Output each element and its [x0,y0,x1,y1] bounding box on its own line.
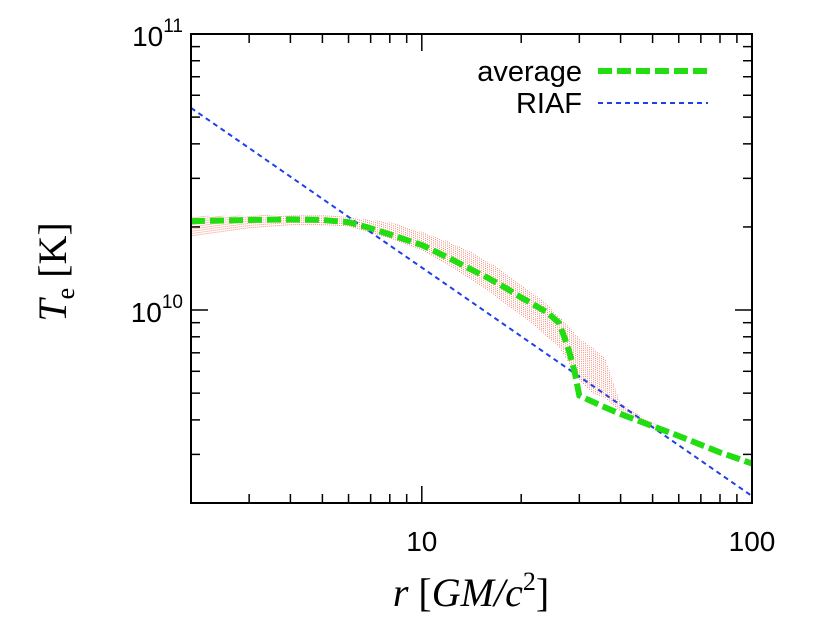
y-tick-exponent: 10 [162,292,183,313]
x-axis-variable: r [393,570,409,615]
legend: average RIAF [477,56,708,120]
series-line-average [191,216,752,467]
x-axis-unit-close: ] [536,570,549,615]
y-tick-label-1e10: 1010 [131,292,183,328]
x-axis-unit: GM/c [432,570,523,615]
plot-frame [190,33,753,504]
x-tick-label-100: 100 [729,526,776,557]
legend-label-average: average [477,56,582,88]
y-axis-subscript: e [51,288,80,300]
x-tick-label-10: 10 [406,526,437,557]
y-tick-label-1e11: 1011 [132,16,183,52]
x-axis-label: r [GM/c2] [393,567,549,615]
x-axis-unit-exponent: 2 [523,567,536,596]
x-axis-unit-open: [ [418,570,431,615]
legend-label-riaf: RIAF [516,88,582,120]
series-lines [191,107,752,497]
y-tick-base: 10 [132,21,163,52]
y-axis-variable: T [30,297,75,322]
y-tick-exponent: 11 [163,16,183,37]
y-axis-label: Te [K] [30,222,80,321]
y-tick-base: 10 [131,297,162,328]
y-axis-unit: [K] [30,222,75,278]
axis-ticks [190,33,753,504]
